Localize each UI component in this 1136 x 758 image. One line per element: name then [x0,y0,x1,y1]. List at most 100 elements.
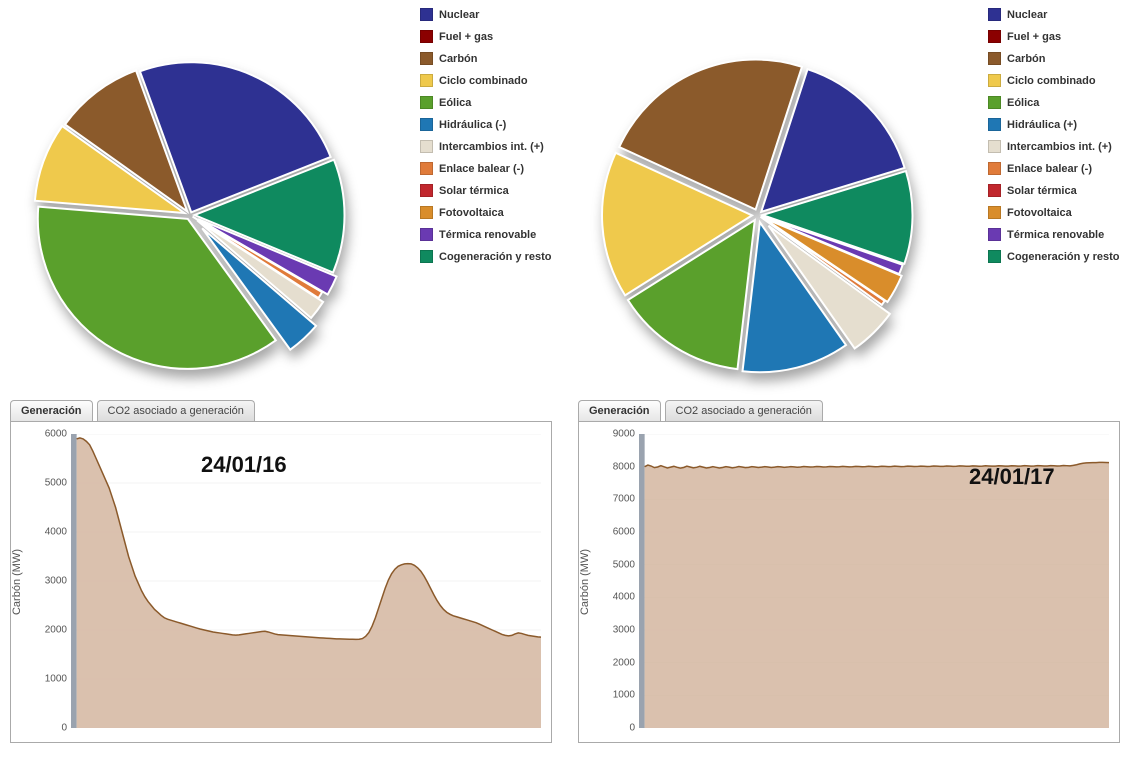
left-marker-bar [639,434,645,728]
legend-swatch [420,8,433,21]
y-tick: 5000 [601,559,635,570]
legend-swatch [420,140,433,153]
y-tick: 4000 [601,592,635,603]
legend-item[interactable]: Cogeneración y resto [988,248,1136,265]
tab-generacion-right[interactable]: Generación [578,400,661,421]
y-tick: 1000 [601,690,635,701]
legend-swatch [420,250,433,263]
legend-label: Intercambios int. (+) [1007,141,1112,153]
legend-item[interactable]: Hidráulica (+) [988,116,1136,133]
legend-right: Nuclear Fuel + gas Carbón Ciclo combinado Eó… [988,6,1136,270]
y-tick: 2000 [33,625,67,636]
y-tick: 6000 [601,527,635,538]
legend-swatch [420,162,433,175]
tab-co2-left[interactable]: CO2 asociado a generación [97,400,255,421]
legend-item[interactable]: Hidráulica (-) [420,116,580,133]
legend-swatch [420,206,433,219]
legend-label: Térmica renovable [439,229,536,241]
legend-item[interactable]: Carbón [988,50,1136,67]
y-tick: 4000 [33,527,67,538]
date-label-left: 24/01/16 [201,452,287,478]
legend-swatch [988,8,1001,21]
area-fill [645,462,1109,728]
y-tick: 9000 [601,429,635,440]
legend-left: Nuclear Fuel + gas Carbón Ciclo combinado Eó… [420,6,580,270]
legend-label: Fotovoltaica [439,207,504,219]
legend-label: Carbón [439,53,478,65]
y-tick: 1000 [33,674,67,685]
legend-label: Ciclo combinado [439,75,528,87]
area-chart-left: Carbón (MW) 0 1000 2000 3000 4000 5000 6000 24… [10,421,552,743]
pie-chart-left [10,50,370,380]
legend-item[interactable]: Térmica renovable [420,226,580,243]
legend-item[interactable]: Fotovoltaica [988,204,1136,221]
tabs-left: Generación CO2 asociado a generación [10,400,568,421]
legend-swatch [988,206,1001,219]
legend-label: Enlace balear (-) [1007,163,1092,175]
pie-panel-right: Nuclear Fuel + gas Carbón Ciclo combinado Eó… [568,0,1136,400]
legend-swatch [420,184,433,197]
legend-item[interactable]: Intercambios int. (+) [988,138,1136,155]
legend-swatch [420,30,433,43]
legend-item[interactable]: Ciclo combinado [988,72,1136,89]
legend-item[interactable]: Solar térmica [988,182,1136,199]
legend-swatch [420,118,433,131]
y-tick: 5000 [33,478,67,489]
legend-swatch [988,30,1001,43]
legend-label: Fuel + gas [1007,31,1061,43]
y-tick: 0 [33,723,67,734]
legend-item[interactable]: Cogeneración y resto [420,248,580,265]
legend-swatch [988,52,1001,65]
legend-swatch [988,74,1001,87]
legend-label: Nuclear [1007,9,1047,21]
legend-item[interactable]: Fotovoltaica [420,204,580,221]
legend-label: Ciclo combinado [1007,75,1096,87]
legend-label: Hidráulica (-) [439,119,506,131]
date-label-right: 24/01/17 [969,464,1055,490]
legend-swatch [988,250,1001,263]
legend-label: Eólica [439,97,471,109]
legend-label: Solar térmica [1007,185,1077,197]
legend-item[interactable]: Eólica [420,94,580,111]
legend-item[interactable]: Solar térmica [420,182,580,199]
left-marker-bar [71,434,77,728]
legend-swatch [420,52,433,65]
legend-item[interactable]: Térmica renovable [988,226,1136,243]
legend-label: Eólica [1007,97,1039,109]
legend-swatch [420,96,433,109]
pie-panel-left: Nuclear Fuel + gas Carbón Ciclo combinado Eó… [0,0,568,400]
legend-item[interactable]: Ciclo combinado [420,72,580,89]
legend-swatch [988,162,1001,175]
legend-item[interactable]: Enlace balear (-) [988,160,1136,177]
legend-label: Nuclear [439,9,479,21]
tab-generacion-left[interactable]: Generación [10,400,93,421]
legend-label: Cogeneración y resto [1007,251,1119,263]
pie-chart-right [578,50,938,380]
legend-item[interactable]: Intercambios int. (+) [420,138,580,155]
legend-swatch [988,96,1001,109]
legend-label: Fotovoltaica [1007,207,1072,219]
legend-label: Cogeneración y resto [439,251,551,263]
legend-item[interactable]: Eólica [988,94,1136,111]
legend-item[interactable]: Enlace balear (-) [420,160,580,177]
legend-label: Solar térmica [439,185,509,197]
legend-swatch [988,140,1001,153]
y-tick: 6000 [33,429,67,440]
y-axis-label-left: Carbón (MW) [11,549,23,615]
y-tick: 7000 [601,494,635,505]
legend-item[interactable]: Fuel + gas [988,28,1136,45]
tabs-right: Generación CO2 asociado a generación [578,400,1136,421]
legend-item[interactable]: Nuclear [988,6,1136,23]
tab-co2-right[interactable]: CO2 asociado a generación [665,400,823,421]
legend-label: Intercambios int. (+) [439,141,544,153]
y-tick: 8000 [601,461,635,472]
legend-label: Hidráulica (+) [1007,119,1077,131]
legend-label: Carbón [1007,53,1046,65]
legend-item[interactable]: Nuclear [420,6,580,23]
legend-label: Fuel + gas [439,31,493,43]
legend-item[interactable]: Fuel + gas [420,28,580,45]
y-tick: 3000 [33,576,67,587]
legend-item[interactable]: Carbón [420,50,580,67]
legend-swatch [988,184,1001,197]
area-fill [77,438,541,728]
